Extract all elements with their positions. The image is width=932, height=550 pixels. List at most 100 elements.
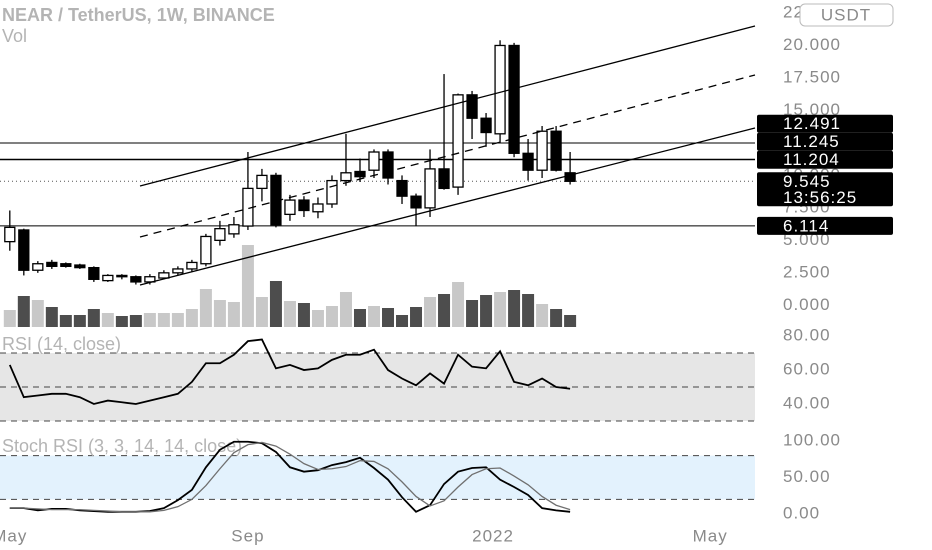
candle-body: [480, 117, 492, 134]
volume-bar: [424, 297, 437, 327]
price-tag-label: 6.114: [783, 216, 829, 235]
price-tag: [757, 150, 893, 169]
volume-bar: [382, 308, 395, 327]
volume-bar: [452, 282, 465, 327]
currency-box: [799, 3, 894, 27]
candle-body: [438, 168, 450, 190]
y-tick-label: 0.00: [783, 503, 820, 522]
price-tag-label: 12.491: [783, 114, 841, 133]
volume-bar: [101, 313, 114, 327]
volume-label: Vol: [2, 26, 27, 46]
volume-bar: [171, 313, 184, 327]
series-line: [9, 440, 571, 513]
volume-bar: [325, 306, 338, 327]
price-tag-label: 9.545: [783, 172, 831, 191]
channel-upper: [139, 25, 756, 187]
candle-body: [60, 263, 72, 267]
volume-bar: [283, 301, 296, 327]
volume-bar: [157, 313, 170, 327]
candle-body: [424, 168, 436, 209]
volume-bar: [199, 289, 212, 327]
panel-title: RSI (14, close): [2, 334, 121, 354]
series-line: [9, 441, 571, 513]
y-tick-label: 40.00: [783, 393, 831, 412]
y-tick-label: 15.000: [783, 100, 841, 119]
volume-bar: [522, 294, 535, 327]
price-tag: [757, 132, 893, 151]
candle-body: [466, 94, 478, 119]
volume-bar: [339, 292, 352, 327]
price-tag: [757, 114, 893, 133]
volume-bar: [508, 290, 521, 327]
volume-bar: [255, 297, 268, 327]
x-tick-label: May: [0, 526, 27, 545]
countdown: 13:56:25: [783, 188, 857, 207]
volume-bar: [17, 296, 30, 327]
candle-body: [340, 172, 352, 182]
candle-body: [158, 272, 170, 279]
trend-channel: [139, 25, 756, 286]
volume-bar: [367, 306, 380, 327]
candle-body: [284, 199, 296, 216]
volume-bar: [396, 315, 409, 327]
y-tick-label: 100.00: [783, 430, 841, 449]
candle-body: [4, 226, 16, 243]
candle-body: [18, 229, 30, 271]
volume-bar: [87, 309, 100, 327]
y-tick-label: 50.00: [783, 467, 831, 486]
candle-body: [326, 179, 338, 205]
price-tag-label: 11.245: [783, 132, 840, 151]
y-tick-label: 17.500: [783, 67, 841, 86]
candle-body: [102, 274, 114, 282]
candle-body: [312, 203, 324, 213]
candle-body: [74, 264, 86, 269]
volume-bar: [143, 313, 156, 327]
volume-bar: [59, 315, 72, 327]
candle-body: [410, 195, 422, 209]
volume-bar: [410, 307, 423, 327]
volume-bar: [438, 294, 451, 327]
candle-body: [354, 170, 366, 178]
volume-bar: [550, 309, 563, 327]
volume-bar: [536, 304, 549, 327]
candle-body: [396, 179, 408, 197]
y-tick-label: 80.00: [783, 326, 831, 345]
candle-body: [550, 130, 562, 171]
volume-bar: [185, 309, 198, 327]
candle-body: [130, 276, 142, 283]
volume-bar: [115, 316, 128, 327]
candle-body: [536, 130, 548, 171]
price-tag: [757, 216, 893, 235]
candle-body: [32, 263, 44, 271]
volume-bar: [494, 292, 507, 327]
candle-body: [452, 94, 464, 188]
candle-body: [256, 174, 268, 190]
volume-bar: [564, 315, 577, 327]
y-tick-label: 60.00: [783, 360, 831, 379]
chart-title: NEAR / TetherUS, 1W, BINANCE: [2, 5, 275, 25]
volume-bar: [3, 310, 16, 327]
candle-body: [522, 152, 534, 171]
y-tick-label: 2.500: [783, 262, 831, 281]
volume-bar: [213, 300, 226, 327]
candle-body: [382, 151, 394, 179]
candle-body: [200, 235, 212, 265]
volume-bar: [297, 303, 310, 327]
volume-bar: [466, 300, 479, 327]
volume-bar: [73, 315, 86, 327]
series-line: [8, 338, 571, 405]
candle-body: [46, 261, 58, 267]
volume-bar: [129, 315, 142, 327]
candle-body: [368, 151, 380, 171]
candle-body: [186, 261, 198, 270]
x-tick-label: Sep: [231, 526, 264, 545]
candle-body: [88, 266, 100, 280]
candle-body: [214, 228, 226, 242]
candle-body: [494, 44, 506, 135]
price-tag: [757, 172, 893, 207]
volume-bar: [241, 245, 254, 327]
volume-bar: [269, 281, 282, 327]
price-tag-label: 11.204: [783, 150, 840, 169]
